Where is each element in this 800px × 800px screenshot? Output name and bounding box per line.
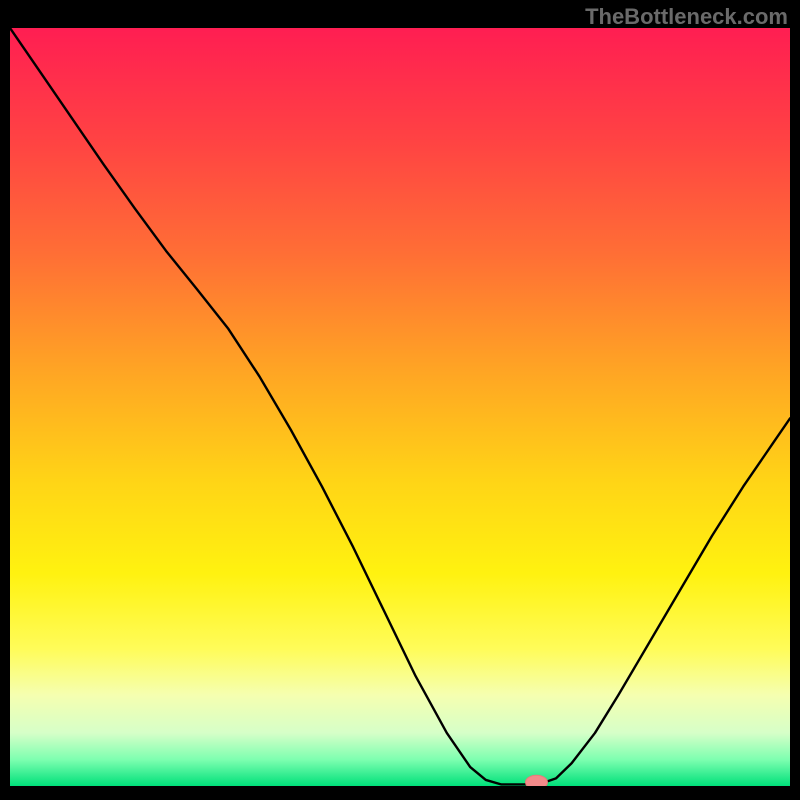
watermark-text: TheBottleneck.com: [585, 4, 788, 30]
bottleneck-curve-chart: [10, 28, 790, 786]
gradient-background: [10, 28, 790, 786]
chart-area: [10, 28, 790, 786]
optimal-point-marker: [526, 775, 548, 786]
